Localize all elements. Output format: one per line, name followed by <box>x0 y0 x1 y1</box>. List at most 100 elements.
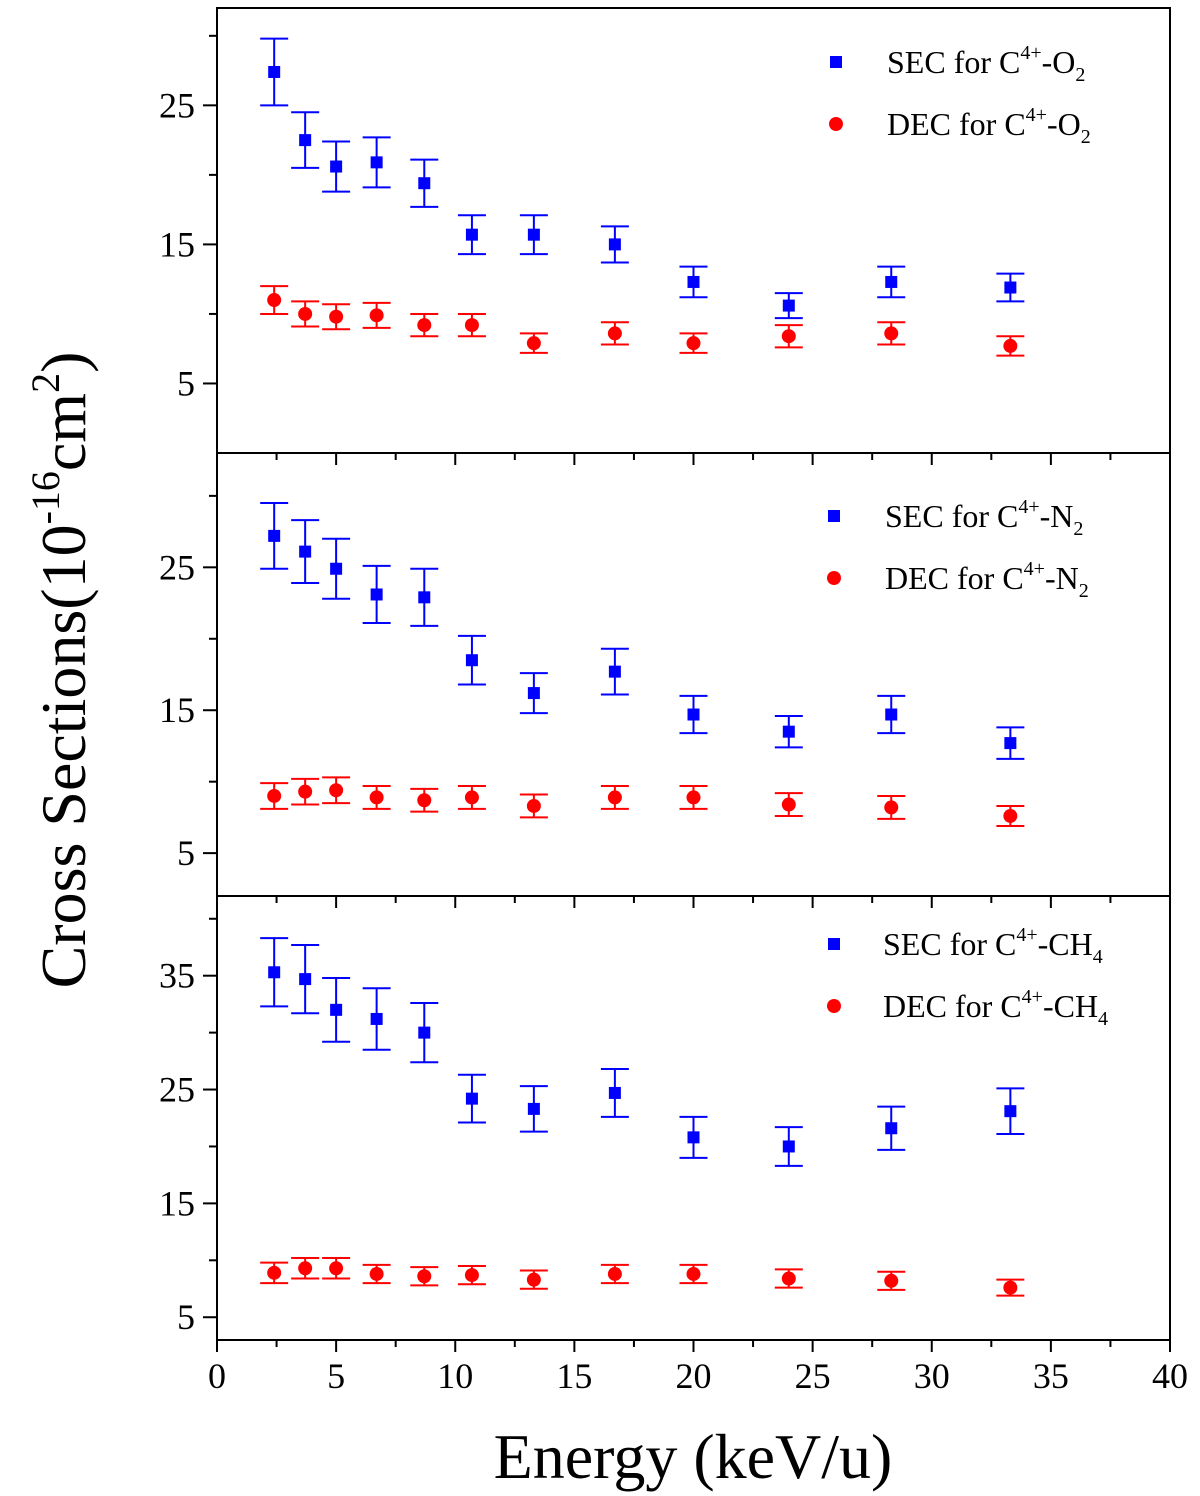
data-point-circle <box>267 1265 282 1280</box>
data-point-square <box>370 588 383 601</box>
data-point-square <box>370 1012 383 1025</box>
legend-label-part: DEC for C <box>885 560 1024 596</box>
data-point-square <box>418 177 431 190</box>
data-point-circle <box>369 308 384 323</box>
legend-label-part: 4+ <box>1022 986 1043 1008</box>
data-point-circle <box>686 1266 701 1281</box>
data-point-square <box>370 156 383 169</box>
legend-label-part: 4 <box>1098 1008 1108 1030</box>
data-point-square <box>465 228 478 241</box>
y-axis-title-end: ) <box>28 352 99 373</box>
data-point-square <box>885 1122 898 1135</box>
legend-label-part: 4 <box>1093 946 1103 968</box>
data-point-circle <box>607 1266 622 1281</box>
data-point-circle <box>464 1268 479 1283</box>
legend-label-part: SEC for C <box>883 926 1016 962</box>
data-point-circle <box>781 1271 796 1286</box>
legend-label-part: 2 <box>1073 518 1083 540</box>
data-point-square <box>1004 281 1017 294</box>
data-point-circle <box>329 783 344 798</box>
data-point-square <box>527 687 540 700</box>
data-point-square <box>885 708 898 721</box>
legend-label-part: 4+ <box>1026 104 1047 126</box>
x-axis-title: Energy (keV/u) <box>494 1421 893 1492</box>
legend-marker-square <box>830 56 842 68</box>
x-tick-label: 40 <box>1152 1356 1188 1396</box>
legend-label-part: SEC for C <box>887 44 1020 80</box>
legend-label-part: 2 <box>1081 126 1091 148</box>
data-point-circle <box>884 800 899 815</box>
data-point-circle <box>329 1261 344 1276</box>
legend-label-part: 4+ <box>1016 924 1037 946</box>
data-point-square <box>465 1092 478 1105</box>
y-tick-label: 25 <box>159 85 195 125</box>
x-tick-label: 35 <box>1033 1356 1069 1396</box>
legend-label-part: -O <box>1042 44 1076 80</box>
data-point-circle <box>526 1272 541 1287</box>
data-point-square <box>687 275 700 288</box>
y-tick-label: 25 <box>159 547 195 587</box>
data-point-square <box>527 228 540 241</box>
data-point-circle <box>464 318 479 333</box>
series-sec: SEC for C4+-O2 <box>260 37 1085 320</box>
data-point-square <box>608 238 621 251</box>
plot-frame <box>216 452 1171 897</box>
legend-label-part: 2 <box>1075 64 1085 86</box>
series-sec: SEC for C4+-CH4 <box>260 924 1103 1167</box>
data-point-circle <box>329 309 344 324</box>
data-point-square <box>1004 737 1017 750</box>
data-point-circle <box>884 1273 899 1288</box>
data-point-circle <box>526 336 541 351</box>
data-point-square <box>608 665 621 678</box>
data-point-circle <box>298 1261 313 1276</box>
data-point-square <box>330 562 343 575</box>
x-tick-label: 0 <box>208 1356 226 1396</box>
y-axis-title: Cross Sections(10-16cm2) <box>23 352 99 989</box>
data-point-square <box>299 973 312 986</box>
data-point-circle <box>686 790 701 805</box>
data-point-square <box>268 966 281 979</box>
x-tick-label: 5 <box>327 1356 345 1396</box>
y-tick-label: 5 <box>177 363 195 403</box>
legend-label-part: SEC for C <box>885 498 1018 534</box>
y-tick-label: 25 <box>159 1070 195 1110</box>
legend-label-part: 4+ <box>1024 558 1045 580</box>
data-point-circle <box>369 790 384 805</box>
legend-label: SEC for C4+-N2 <box>885 496 1083 540</box>
data-point-circle <box>1003 808 1018 823</box>
series-sec: SEC for C4+-N2 <box>260 496 1083 760</box>
legend-label: DEC for C4+-CH4 <box>883 986 1108 1030</box>
legend-label-part: -CH <box>1038 926 1093 962</box>
data-point-circle <box>781 797 796 812</box>
data-point-circle <box>1003 338 1018 353</box>
data-point-square <box>268 529 281 542</box>
y-axis-title-exp: -16 <box>23 471 68 524</box>
data-point-circle <box>1003 1280 1018 1295</box>
legend-marker-square <box>828 510 840 522</box>
legend-label: SEC for C4+-O2 <box>887 42 1085 86</box>
data-point-circle <box>781 329 796 344</box>
data-point-circle <box>607 790 622 805</box>
data-point-circle <box>417 318 432 333</box>
data-point-square <box>299 134 312 147</box>
legend-label-part: -CH <box>1043 988 1098 1024</box>
legend-label-part: DEC for C <box>883 988 1022 1024</box>
x-tick-label: 20 <box>676 1356 712 1396</box>
legend-label-part: 4+ <box>1020 42 1041 64</box>
data-point-square <box>885 275 898 288</box>
data-point-circle <box>417 1269 432 1284</box>
data-point-circle <box>369 1266 384 1281</box>
series-dec: DEC for C4+-CH4 <box>260 986 1108 1297</box>
series-dec: DEC for C4+-N2 <box>260 558 1089 827</box>
data-point-square <box>299 545 312 558</box>
data-point-circle <box>464 790 479 805</box>
legend-label: DEC for C4+-O2 <box>887 104 1091 148</box>
legend-label: DEC for C4+-N2 <box>885 558 1089 602</box>
legend-label-part: -O <box>1047 106 1081 142</box>
y-axis-title-base: Cross Sections(10 <box>28 524 99 988</box>
legend-label-part: DEC for C <box>887 106 1026 142</box>
y-tick-label: 15 <box>159 224 195 264</box>
